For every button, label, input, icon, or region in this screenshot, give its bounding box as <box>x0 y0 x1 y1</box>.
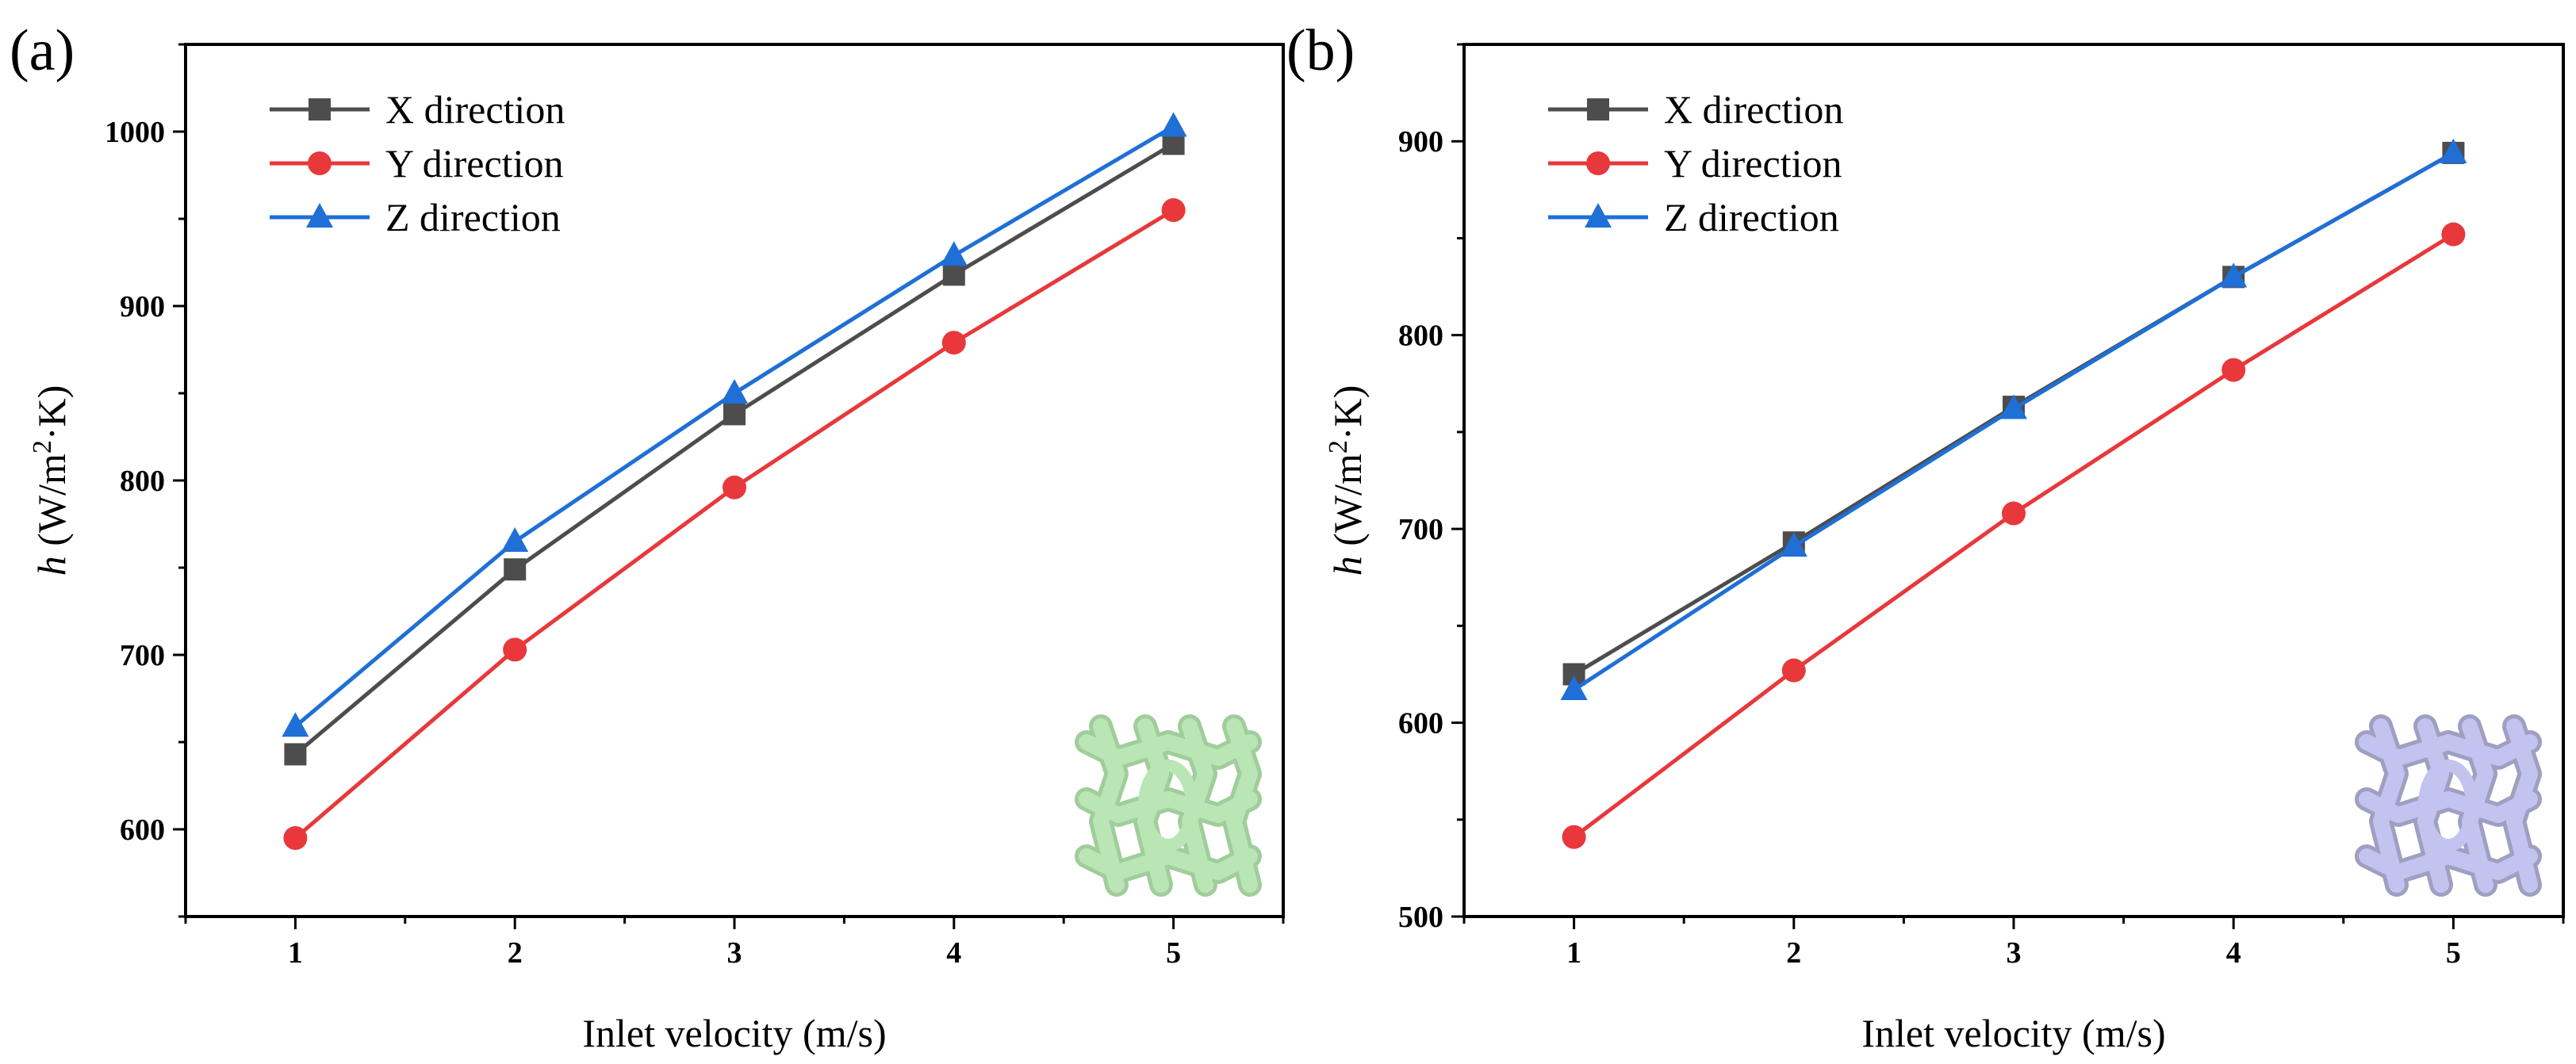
data-point <box>723 403 746 426</box>
y-axis-unit-sup: 2 <box>1324 440 1353 454</box>
x-tick-label: 2 <box>1786 936 1801 970</box>
y-axis-symbol: h <box>1325 556 1370 576</box>
legend-marker <box>1587 98 1609 121</box>
data-point <box>1781 658 1806 683</box>
legend: X direction Y direction Z direction <box>270 87 565 239</box>
data-point <box>282 712 309 737</box>
y-tick-label: 700 <box>1398 513 1443 546</box>
data-point <box>723 475 746 499</box>
data-point <box>503 637 527 662</box>
green-lattice-structure <box>1075 714 1262 897</box>
data-point <box>1161 198 1186 222</box>
data-point <box>721 379 748 404</box>
legend-label: X direction <box>385 87 565 132</box>
data-point <box>940 241 968 266</box>
data-point <box>2440 138 2467 163</box>
lattice-node <box>1138 760 1198 852</box>
series-line <box>1573 232 2455 839</box>
series-z-direction <box>282 112 1187 737</box>
y-axis-symbol: h <box>29 556 74 576</box>
legend-item: X direction <box>270 87 565 132</box>
legend-item: Y direction <box>1548 141 1842 186</box>
data-point <box>942 263 965 286</box>
y-axis-unit-suffix: ·K) <box>29 385 74 440</box>
y-tick-label: 700 <box>120 639 165 672</box>
y-axis-unit: (W/m <box>1325 454 1370 556</box>
legend-label: Z direction <box>1664 195 1839 239</box>
y-tick-label: 800 <box>1398 320 1443 353</box>
lattice-strut <box>1079 718 1258 893</box>
lattice-strut <box>2359 718 2538 893</box>
data-point <box>284 743 307 766</box>
series-y-direction <box>1562 222 2466 849</box>
x-tick-label: 3 <box>2007 936 2022 970</box>
y-tick-label: 900 <box>120 290 165 323</box>
legend-marker <box>309 98 331 121</box>
legend: X direction Y direction Z direction <box>1548 87 1843 239</box>
y-tick-label: 900 <box>1398 125 1443 159</box>
lavender-lattice-structure <box>2355 714 2542 897</box>
x-tick-label: 4 <box>946 936 961 970</box>
x-axis-title: Inlet velocity (m/s) <box>582 1011 886 1055</box>
series-z-direction <box>1560 138 2467 700</box>
y-tick-label: 600 <box>120 813 165 847</box>
series-x-direction <box>284 132 1185 766</box>
y-axis-unit: (W/m <box>29 454 74 556</box>
data-point <box>1562 825 1586 849</box>
series-line <box>293 208 1175 840</box>
x-tick-label: 3 <box>727 936 742 970</box>
legend-label: X direction <box>1664 87 1843 132</box>
data-point <box>2441 222 2466 247</box>
legend-item: Y direction <box>270 141 563 186</box>
series-y-direction <box>283 198 1186 850</box>
data-point <box>941 331 966 355</box>
y-tick-label: 600 <box>1398 707 1443 741</box>
data-point <box>501 527 529 552</box>
legend-marker <box>1586 151 1610 175</box>
x-tick-label: 2 <box>508 936 523 970</box>
data-point <box>1160 112 1187 137</box>
data-point <box>2220 262 2248 288</box>
y-axis-unit-sup: 2 <box>28 440 57 454</box>
lattice-node <box>2418 760 2478 852</box>
y-tick-label: 800 <box>120 465 165 498</box>
y-tick-label: 1000 <box>105 116 165 149</box>
legend-item: X direction <box>1548 87 1843 132</box>
legend-marker <box>1585 203 1612 228</box>
legend-label: Y direction <box>385 141 563 186</box>
legend-marker <box>306 203 333 228</box>
data-point <box>504 558 527 581</box>
x-tick-label: 4 <box>2226 936 2241 970</box>
y-axis-title: h (W/m2·K) <box>1324 385 1370 576</box>
data-point <box>1780 532 1807 557</box>
legend-label: Z direction <box>385 195 561 239</box>
panel-label: (a) <box>10 18 75 83</box>
y-axis-unit-suffix: ·K) <box>1325 385 1370 440</box>
x-tick-label: 1 <box>1566 936 1581 970</box>
legend-item: Z direction <box>1548 195 1839 239</box>
data-point <box>283 826 308 850</box>
data-point <box>2002 501 2026 526</box>
x-tick-label: 5 <box>2446 936 2461 970</box>
chart-panel-b: (b) 1 2 3 4 5 500 600 700 800 900 Inlet velocity (m… <box>1286 18 2565 1055</box>
x-tick-label: 1 <box>288 936 303 970</box>
x-axis-title: Inlet velocity (m/s) <box>1861 1011 2165 1055</box>
data-point <box>2000 394 2027 419</box>
chart-panel-a: (a) 1 2 3 4 5 600 700 800 900 1000 Inlet velocity (… <box>10 18 1285 1055</box>
data-point <box>2221 358 2246 382</box>
panel-label: (b) <box>1286 18 1355 83</box>
legend-item: Z direction <box>270 195 561 239</box>
y-tick-label: 500 <box>1398 901 1443 934</box>
data-point <box>1560 676 1588 700</box>
x-tick-label: 5 <box>1166 936 1181 970</box>
legend-label: Y direction <box>1664 141 1842 186</box>
legend-marker <box>308 151 332 175</box>
y-axis-title: h (W/m2·K) <box>28 385 74 576</box>
